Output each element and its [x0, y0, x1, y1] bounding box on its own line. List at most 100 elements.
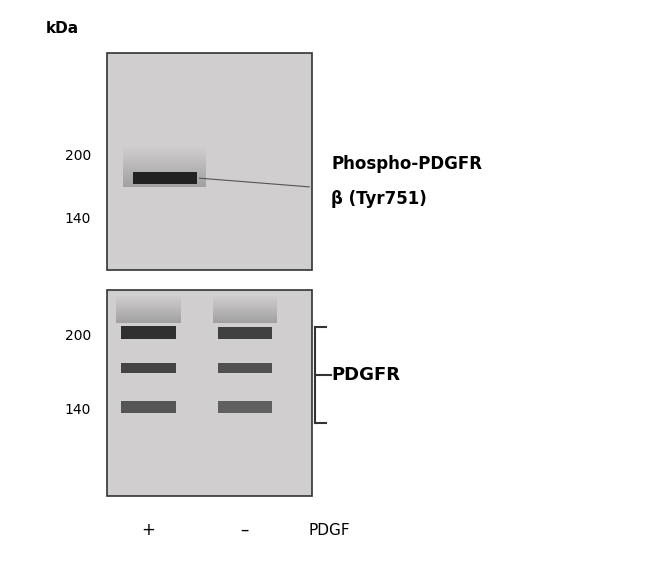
Bar	[218, 362, 272, 373]
Bar	[116, 316, 181, 317]
Bar	[213, 317, 277, 318]
Bar	[123, 162, 206, 163]
Bar	[123, 156, 206, 157]
Bar	[213, 308, 277, 309]
Bar	[123, 160, 206, 161]
Bar	[116, 320, 181, 321]
Bar	[213, 298, 277, 299]
Bar	[122, 326, 176, 339]
Text: 140: 140	[64, 212, 91, 226]
Bar	[123, 154, 206, 155]
Bar	[116, 313, 181, 314]
Bar	[116, 305, 181, 306]
Bar	[213, 297, 277, 298]
Bar	[116, 309, 181, 310]
Bar	[213, 320, 277, 321]
Bar	[116, 312, 181, 313]
Bar	[123, 153, 206, 154]
Bar	[116, 298, 181, 299]
Text: +: +	[142, 521, 155, 539]
Bar	[123, 152, 206, 153]
Bar	[123, 164, 206, 165]
Bar	[123, 185, 206, 186]
Bar	[123, 163, 206, 164]
Bar	[123, 183, 206, 184]
Bar	[122, 401, 176, 413]
Bar	[116, 297, 181, 298]
Bar	[123, 182, 206, 183]
Text: 140: 140	[64, 403, 91, 417]
Bar	[213, 299, 277, 300]
Bar	[123, 172, 206, 173]
Bar	[116, 300, 181, 301]
Bar	[123, 169, 206, 170]
Bar	[213, 307, 277, 308]
Bar	[116, 306, 181, 307]
Bar	[116, 308, 181, 309]
Bar	[116, 299, 181, 300]
Bar	[213, 306, 277, 307]
Bar	[213, 321, 277, 322]
Text: PDGFR: PDGFR	[332, 366, 400, 384]
Bar	[213, 301, 277, 302]
Bar	[123, 167, 206, 168]
Bar	[123, 166, 206, 167]
Bar	[213, 316, 277, 317]
Bar	[123, 177, 206, 178]
Bar	[116, 302, 181, 303]
Bar	[213, 314, 277, 315]
Bar	[213, 303, 277, 304]
Bar	[123, 158, 206, 159]
Bar	[116, 303, 181, 304]
Bar	[213, 304, 277, 305]
Bar	[122, 362, 176, 373]
Bar	[116, 317, 181, 318]
Bar	[213, 302, 277, 303]
Bar	[123, 179, 206, 180]
Bar	[123, 174, 206, 175]
Bar	[123, 151, 206, 152]
Bar	[116, 318, 181, 319]
Bar	[213, 318, 277, 319]
Bar	[123, 178, 206, 179]
Bar	[213, 310, 277, 311]
Bar	[133, 172, 197, 184]
Bar	[123, 147, 206, 148]
Bar	[123, 176, 206, 177]
Bar	[123, 181, 206, 182]
Text: 200: 200	[64, 148, 91, 162]
FancyBboxPatch shape	[107, 53, 312, 270]
Bar	[123, 180, 206, 181]
Bar	[116, 307, 181, 308]
Bar	[123, 155, 206, 156]
Bar	[213, 305, 277, 306]
Bar	[116, 296, 181, 297]
Bar	[116, 319, 181, 320]
Text: –: –	[240, 521, 249, 539]
Bar	[123, 175, 206, 176]
Bar	[213, 312, 277, 313]
Bar	[123, 186, 206, 187]
Bar	[116, 310, 181, 311]
Bar	[218, 327, 272, 339]
Text: Phospho-PDGFR: Phospho-PDGFR	[332, 155, 482, 173]
Bar	[116, 311, 181, 312]
Bar	[116, 322, 181, 323]
Bar	[213, 309, 277, 310]
Text: 200: 200	[64, 329, 91, 343]
Bar	[123, 150, 206, 151]
Bar	[213, 315, 277, 316]
Bar	[123, 171, 206, 172]
Bar	[123, 157, 206, 158]
Bar	[218, 401, 272, 413]
Bar	[116, 304, 181, 305]
Bar	[123, 184, 206, 185]
Bar	[123, 148, 206, 149]
Bar	[213, 319, 277, 320]
Bar	[123, 161, 206, 162]
Text: β (Tyr751): β (Tyr751)	[332, 190, 427, 208]
Bar	[116, 301, 181, 302]
Bar	[123, 159, 206, 160]
Text: kDa: kDa	[46, 21, 79, 35]
Bar	[116, 314, 181, 315]
